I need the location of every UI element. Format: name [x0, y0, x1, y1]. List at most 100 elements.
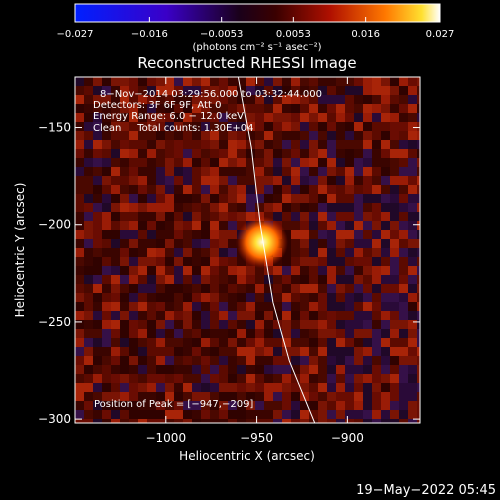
heatmap-cell — [129, 329, 138, 338]
heatmap-cell — [336, 167, 345, 176]
heatmap-cell — [165, 257, 174, 266]
heatmap-cell — [363, 311, 372, 320]
heatmap-cell — [282, 104, 291, 113]
plot-frame — [74, 76, 421, 424]
heatmap-cell — [264, 392, 273, 401]
heatmap-cell — [120, 77, 129, 86]
heatmap-cell — [408, 248, 417, 257]
heatmap-cell — [156, 257, 165, 266]
heatmap-cell — [381, 302, 390, 311]
heatmap-cell — [228, 257, 237, 266]
heatmap-cell — [273, 212, 282, 221]
heatmap-cell — [93, 311, 102, 320]
heatmap-cell — [372, 86, 381, 95]
heatmap-cell — [75, 320, 84, 329]
heatmap-cell — [381, 410, 390, 419]
heatmap-cell — [246, 347, 255, 356]
heatmap-cell — [372, 266, 381, 275]
heatmap-cell — [300, 212, 309, 221]
heatmap-cell — [138, 320, 147, 329]
heatmap-cell — [282, 158, 291, 167]
heatmap-cell — [102, 365, 111, 374]
heatmap-cell — [237, 347, 246, 356]
heatmap-cell — [228, 185, 237, 194]
heatmap-cell — [138, 239, 147, 248]
heatmap-cell — [417, 230, 420, 239]
heatmap-cell — [309, 113, 318, 122]
heatmap-cell — [174, 302, 183, 311]
heatmap-cell — [138, 113, 147, 122]
heatmap-cell — [93, 257, 102, 266]
heatmap-cell — [237, 167, 246, 176]
heatmap-cell — [282, 122, 291, 131]
heatmap-cell — [372, 131, 381, 140]
heatmap-cell — [111, 320, 120, 329]
heatmap-cell — [84, 104, 93, 113]
heatmap-cell — [354, 86, 363, 95]
heatmap-cell — [219, 167, 228, 176]
heatmap-cell — [183, 356, 192, 365]
heatmap-cell — [120, 392, 129, 401]
heatmap-cell — [192, 86, 201, 95]
heatmap-cell — [363, 401, 372, 410]
heatmap-cell — [417, 86, 420, 95]
heatmap-cell — [84, 167, 93, 176]
heatmap-cell — [417, 221, 420, 230]
heatmap-cell — [354, 257, 363, 266]
heatmap-cell — [228, 221, 237, 230]
heatmap-cell — [390, 347, 399, 356]
heatmap-cell — [147, 113, 156, 122]
heatmap-cell — [291, 212, 300, 221]
heatmap-cell — [417, 158, 420, 167]
heatmap-cell — [228, 365, 237, 374]
heatmap-cell — [273, 410, 282, 419]
heatmap-cell — [318, 329, 327, 338]
heatmap-cell — [183, 419, 192, 423]
heatmap-cell — [336, 410, 345, 419]
heatmap-cell — [138, 275, 147, 284]
heatmap-cell — [282, 284, 291, 293]
heatmap-cell — [228, 248, 237, 257]
heatmap-cell — [84, 203, 93, 212]
heatmap-cell — [156, 320, 165, 329]
heatmap-cell — [246, 374, 255, 383]
heatmap-cell — [75, 203, 84, 212]
heatmap-cell — [138, 419, 147, 423]
heatmap-cell — [84, 230, 93, 239]
heatmap-cell — [345, 401, 354, 410]
heatmap-cell — [147, 401, 156, 410]
heatmap-cell — [336, 230, 345, 239]
heatmap-cell — [120, 104, 129, 113]
heatmap-cell — [147, 392, 156, 401]
heatmap-cell — [228, 104, 237, 113]
heatmap-cell — [102, 356, 111, 365]
heatmap-cell — [363, 374, 372, 383]
heatmap-cell — [372, 158, 381, 167]
heatmap-cell — [201, 176, 210, 185]
heatmap-cell — [219, 338, 228, 347]
heatmap-cell — [300, 329, 309, 338]
heatmap-cell — [156, 356, 165, 365]
heatmap-cell — [75, 275, 84, 284]
heatmap-cell — [381, 167, 390, 176]
heatmap-cell — [111, 131, 120, 140]
heatmap-cell — [165, 122, 174, 131]
heatmap-cell — [336, 86, 345, 95]
heatmap-cell — [93, 122, 102, 131]
heatmap-cell — [84, 392, 93, 401]
heatmap-cell — [372, 230, 381, 239]
heatmap-cell — [219, 311, 228, 320]
heatmap-cell — [219, 257, 228, 266]
heatmap-cell — [93, 167, 102, 176]
heatmap-cell — [390, 338, 399, 347]
heatmap-cell — [210, 203, 219, 212]
heatmap-cell — [336, 347, 345, 356]
heatmap-cell — [165, 365, 174, 374]
heatmap-cell — [336, 329, 345, 338]
heatmap-cell — [363, 104, 372, 113]
heatmap-cell — [246, 401, 255, 410]
heatmap-cell — [111, 149, 120, 158]
heatmap-cell — [390, 104, 399, 113]
heatmap-cell — [84, 149, 93, 158]
colorbar-tick-label: 0.0053 — [276, 29, 311, 40]
